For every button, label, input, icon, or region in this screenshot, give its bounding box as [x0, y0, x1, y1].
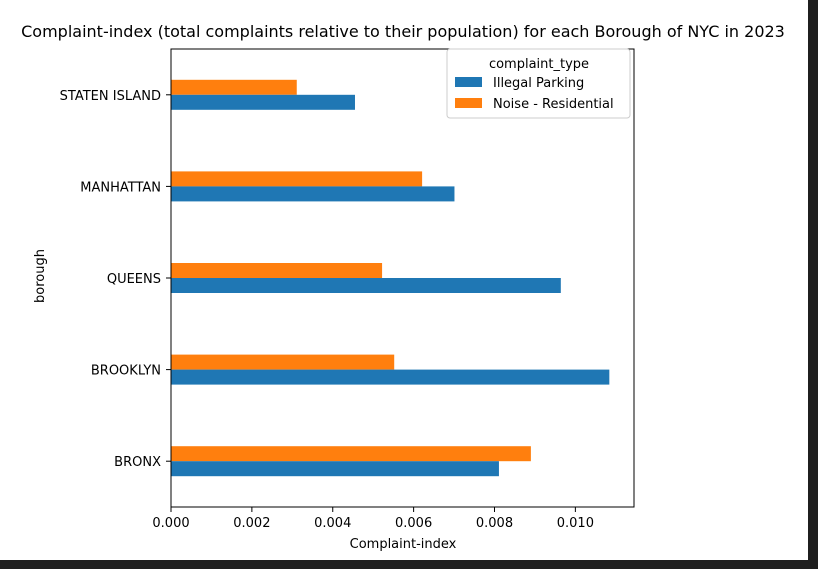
chart: Complaint-index (total complaints relati… [21, 22, 785, 552]
plot-area: BRONX BROOKLYN QUEENS MANHATTAN STATEN ISLAN… [60, 48, 635, 531]
x-tick-label: 0.000 [152, 516, 189, 531]
y-tick-label: STATEN ISLAND [60, 89, 161, 104]
x-tick-label: 0.010 [557, 516, 594, 531]
axes-frame [170, 48, 635, 508]
bar-noise-residential [171, 263, 383, 278]
y-axis-label: borough [33, 249, 48, 303]
bar-illegal-parking [171, 186, 455, 202]
bar-noise-residential [171, 171, 423, 187]
legend-swatch [455, 98, 482, 108]
bar-illegal-parking [171, 461, 499, 477]
bar-noise-residential [171, 79, 297, 95]
legend-entry: Illegal Parking [493, 76, 584, 91]
bar-illegal-parking [171, 369, 610, 385]
x-axis-label: Complaint-index [350, 537, 457, 552]
bar-illegal-parking [171, 94, 355, 110]
bar-noise-residential [171, 446, 531, 462]
legend-swatch [455, 77, 482, 87]
y-tick-label: BRONX [114, 455, 161, 470]
bar-noise-residential [171, 354, 395, 370]
legend: complaint_type Illegal Parking Noise - Re… [446, 48, 631, 119]
x-tick-label: 0.004 [314, 516, 351, 531]
window-edge-right [808, 0, 818, 569]
y-tick-label: MANHATTAN [80, 180, 161, 195]
y-tick-label: QUEENS [107, 272, 161, 287]
legend-entry: Noise - Residential [493, 97, 614, 112]
window-edge-bottom [0, 560, 818, 569]
y-tick-label: BROOKLYN [91, 364, 161, 379]
x-tick-label: 0.008 [476, 516, 513, 531]
bar-illegal-parking [171, 278, 561, 293]
figure: Complaint-index (total complaints relati… [0, 0, 808, 560]
chart-title: Complaint-index (total complaints relati… [21, 22, 785, 41]
legend-box [446, 48, 631, 119]
x-tick-label: 0.002 [233, 516, 270, 531]
legend-title: complaint_type [489, 57, 589, 72]
x-tick-label: 0.006 [395, 516, 432, 531]
